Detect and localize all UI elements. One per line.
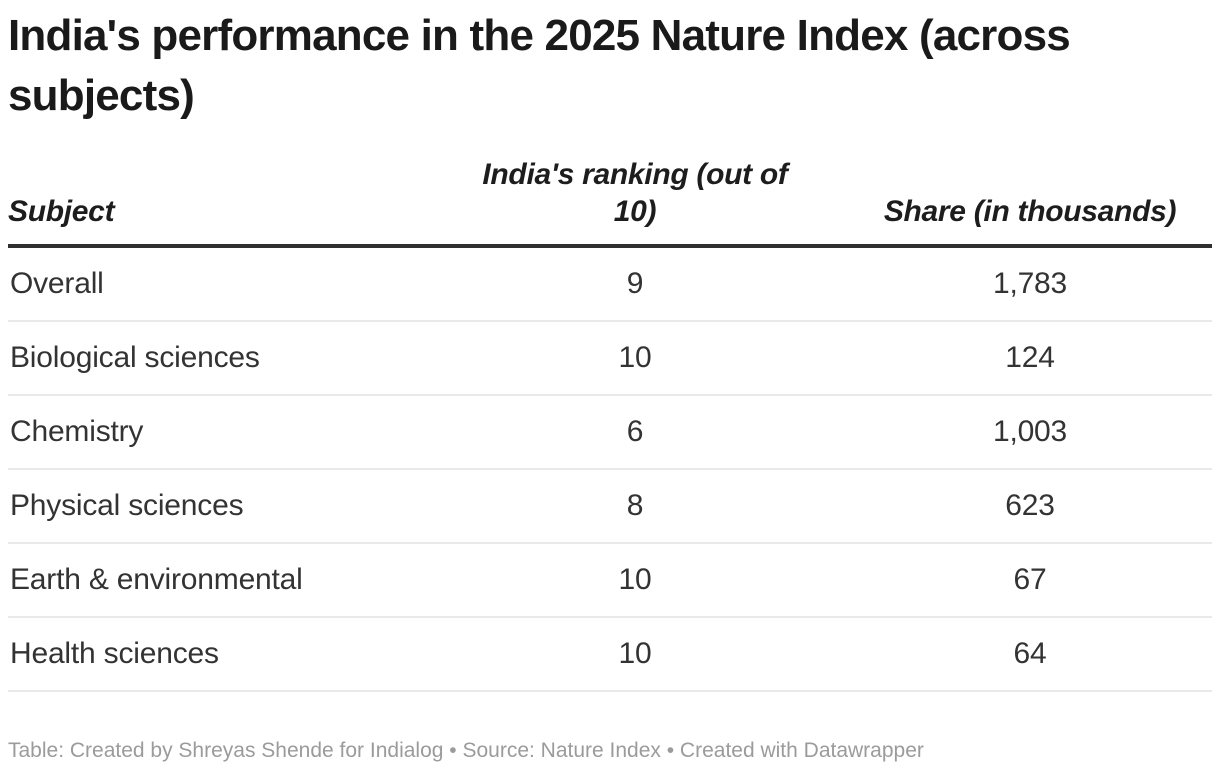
datawrapper-table-visualization: India's performance in the 2025 Nature I…: [0, 6, 1220, 764]
column-header-share: Share (in thousands): [883, 195, 1177, 228]
cell-ranking: 9: [626, 267, 644, 300]
page-title: India's performance in the 2025 Nature I…: [8, 11, 1071, 120]
cell-subject: Earth & environmental: [10, 563, 303, 596]
table-header-row: Subject India's ranking (out of 10) Shar…: [8, 156, 1212, 248]
cell-share: 124: [1005, 341, 1055, 374]
table-row-biological-sciences: Biological sciences 10 124: [8, 322, 1212, 396]
table-row-overall: Overall 9 1,783: [8, 248, 1212, 322]
cell-share: 67: [1013, 563, 1047, 596]
cell-subject: Chemistry: [10, 415, 144, 448]
cell-share: 1,783: [992, 267, 1068, 300]
cell-ranking: 10: [618, 341, 652, 374]
cell-ranking: 8: [626, 489, 644, 522]
cell-subject: Health sciences: [10, 637, 219, 670]
cell-subject: Overall: [10, 267, 104, 300]
table-row-physical-sciences: Physical sciences 8 623: [8, 470, 1212, 544]
cell-share: 64: [1013, 637, 1047, 670]
cell-ranking: 6: [626, 415, 644, 448]
column-header-ranking: India's ranking (out of 10): [422, 156, 848, 230]
cell-ranking: 10: [618, 637, 652, 670]
table-row-earth-environmental: Earth & environmental 10 67: [8, 544, 1212, 618]
table-row-health-sciences: Health sciences 10 64: [8, 618, 1212, 692]
cell-subject: Physical sciences: [10, 489, 244, 522]
column-header-subject: Subject: [8, 195, 115, 228]
column-header-ranking-label: India's ranking (out of 10): [482, 158, 788, 228]
cell-share: 1,003: [992, 415, 1068, 448]
table-row-chemistry: Chemistry 6 1,003: [8, 396, 1212, 470]
cell-ranking: 10: [618, 563, 652, 596]
cell-share: 623: [1005, 489, 1055, 522]
footer-credit: Table: Created by Shreyas Shende for Ind…: [8, 739, 924, 762]
cell-subject: Biological sciences: [10, 341, 260, 374]
